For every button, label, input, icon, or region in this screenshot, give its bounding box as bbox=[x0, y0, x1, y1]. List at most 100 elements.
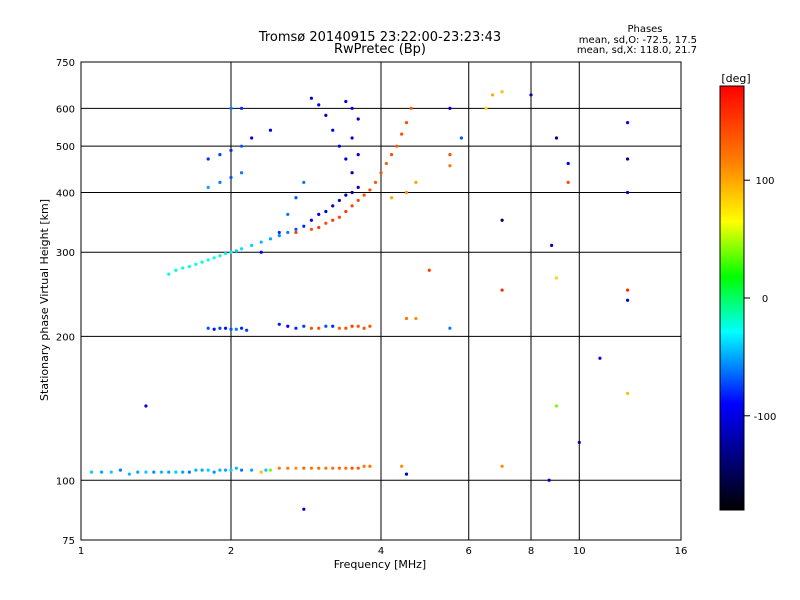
data-point bbox=[144, 470, 148, 474]
data-point bbox=[404, 316, 409, 321]
y-tick-label: 750 bbox=[56, 58, 75, 69]
data-point bbox=[324, 113, 328, 117]
data-point bbox=[404, 190, 409, 195]
data-point bbox=[218, 153, 222, 157]
data-point bbox=[356, 324, 360, 328]
legend-line-o: mean, sd,O: -72.5, 17.5 bbox=[579, 35, 697, 46]
data-point bbox=[331, 466, 335, 470]
data-point bbox=[294, 227, 298, 231]
data-point bbox=[239, 326, 244, 330]
data-point bbox=[206, 468, 210, 472]
data-point bbox=[229, 250, 233, 254]
data-point bbox=[362, 326, 366, 330]
data-point bbox=[459, 136, 464, 140]
data-point bbox=[206, 258, 210, 262]
data-point bbox=[200, 468, 204, 472]
data-point bbox=[414, 316, 418, 321]
data-point bbox=[331, 218, 335, 222]
colorbar-tick-label: 100 bbox=[755, 176, 774, 187]
colorbar-ticks: 100 0 -100 bbox=[744, 176, 776, 423]
data-point bbox=[294, 326, 298, 330]
data-point bbox=[187, 470, 191, 474]
x-tick-label: 6 bbox=[466, 546, 472, 557]
data-point bbox=[344, 466, 348, 470]
x-axis-ticks: 1 2 4 6 8 10 16 bbox=[78, 546, 688, 557]
data-point bbox=[427, 268, 431, 272]
data-point bbox=[350, 324, 354, 328]
x-tick-label: 2 bbox=[228, 546, 234, 557]
y-axis-label: Stationary phase Virtual Height [km] bbox=[38, 199, 51, 401]
data-point bbox=[625, 121, 630, 125]
data-point bbox=[384, 161, 388, 166]
data-point bbox=[144, 404, 148, 408]
data-point bbox=[554, 276, 559, 280]
data-point bbox=[206, 185, 210, 189]
data-point bbox=[350, 190, 354, 195]
data-point bbox=[174, 268, 178, 272]
data-point bbox=[448, 164, 452, 168]
data-point bbox=[277, 230, 281, 235]
data-point bbox=[212, 256, 216, 260]
data-point bbox=[250, 243, 254, 248]
data-point bbox=[448, 153, 452, 157]
colorbar-label: [deg] bbox=[721, 72, 750, 85]
data-point bbox=[379, 171, 383, 175]
data-point bbox=[181, 266, 185, 270]
data-point bbox=[448, 106, 452, 110]
data-point bbox=[324, 324, 328, 328]
data-point bbox=[337, 198, 341, 203]
data-point bbox=[206, 157, 210, 161]
colorbar-tick-label: -100 bbox=[754, 412, 777, 423]
data-point bbox=[500, 90, 504, 94]
data-point bbox=[500, 288, 504, 292]
data-point bbox=[400, 132, 404, 136]
data-point bbox=[302, 466, 306, 470]
data-point bbox=[344, 157, 348, 161]
data-point bbox=[356, 466, 360, 470]
data-point bbox=[268, 237, 273, 241]
data-point bbox=[337, 326, 341, 330]
data-point bbox=[395, 144, 399, 148]
colorbar-tick-label: 0 bbox=[762, 294, 768, 305]
data-point bbox=[550, 243, 554, 248]
data-point bbox=[187, 264, 191, 269]
data-point bbox=[294, 466, 298, 470]
data-point bbox=[309, 326, 314, 330]
x-tick-label: 16 bbox=[675, 546, 688, 557]
y-tick-label: 75 bbox=[62, 536, 75, 547]
y-tick-label: 500 bbox=[56, 142, 75, 153]
data-point bbox=[302, 324, 306, 328]
data-point bbox=[229, 468, 233, 472]
data-point bbox=[625, 190, 630, 195]
data-point bbox=[136, 470, 140, 474]
data-point bbox=[500, 464, 504, 468]
data-point bbox=[554, 404, 559, 408]
data-point bbox=[577, 440, 581, 445]
data-point bbox=[152, 470, 156, 474]
data-point bbox=[324, 221, 328, 225]
data-point bbox=[598, 356, 602, 360]
data-point bbox=[566, 180, 570, 184]
data-point bbox=[404, 472, 409, 476]
data-point bbox=[317, 326, 321, 330]
data-point bbox=[89, 470, 94, 474]
data-point bbox=[294, 196, 298, 200]
chart-title: Tromsø 20140915 23:22:00-23:23:43 bbox=[258, 30, 501, 45]
plot-frame bbox=[80, 61, 682, 541]
y-axis-ticks: 75 100 200 300 400 500 600 750 bbox=[56, 58, 75, 547]
colorbar: [deg] 100 0 -100 bbox=[719, 72, 776, 511]
data-point bbox=[309, 466, 314, 470]
data-point bbox=[356, 117, 360, 121]
data-point bbox=[174, 470, 178, 474]
x-axis-label: Frequency [MHz] bbox=[334, 558, 426, 571]
data-point bbox=[250, 468, 254, 472]
data-point bbox=[239, 106, 244, 110]
data-point bbox=[286, 212, 290, 216]
data-point bbox=[547, 478, 551, 482]
data-point bbox=[404, 121, 409, 125]
data-point bbox=[109, 470, 113, 474]
data-point bbox=[309, 227, 314, 231]
data-point bbox=[127, 472, 131, 476]
data-point bbox=[302, 507, 306, 511]
data-point bbox=[356, 185, 360, 189]
